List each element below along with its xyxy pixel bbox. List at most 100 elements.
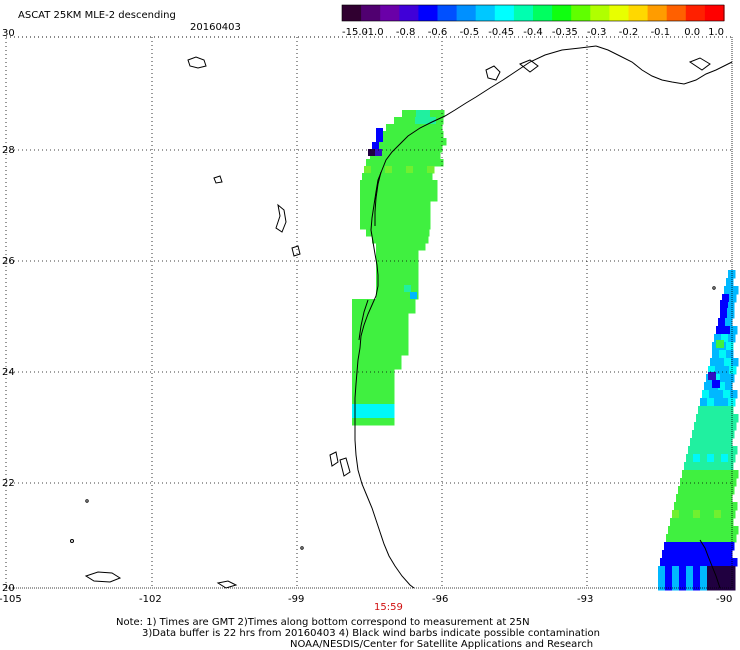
swath-cell [376,271,384,279]
color-scale-swatch [533,5,553,21]
swath-cell [359,306,367,314]
swath-cell [730,502,738,511]
swath-cell [380,327,388,335]
swath-cell [714,334,722,343]
swath-cell [724,526,732,535]
swath-cell [722,366,730,375]
swath-cell [416,110,424,118]
swath-cell [689,470,697,479]
swath-cell [425,138,433,146]
swath-cell [373,299,381,307]
color-scale-swatch [494,5,515,21]
swath-cell [380,369,388,377]
swath-cell [360,187,368,195]
swath-cell [712,342,720,351]
swath-cell [366,362,374,370]
swath-cell [708,366,716,375]
swath-cell [380,376,388,384]
swath-cell [395,194,403,202]
swath-cell [710,470,718,479]
swath-cell [409,187,417,195]
swath-cell [373,383,381,391]
swath-cell [687,534,695,543]
swath-cell [729,422,737,431]
color-scale-swatch [399,5,419,21]
swath-cell [388,215,396,223]
swath-cell [725,438,733,447]
swath-cell [380,159,388,167]
swath-cell [366,320,374,328]
swath-cell [714,398,722,407]
swath-cell [402,110,410,118]
swath-cell [360,180,368,188]
swath-cell [373,355,381,363]
swath-cell [423,110,431,118]
swath-cell [425,173,433,181]
swath-cell [430,110,438,118]
swath-cell [721,566,729,575]
swath-cell [707,566,715,575]
swath-cell [373,306,381,314]
swath-cell [730,446,738,455]
inland-lake-6 [216,580,238,589]
swath-cell [387,131,395,139]
swath-cell [423,215,431,223]
coastline-louisiana [595,45,733,85]
color-scale-swatch [380,5,400,21]
swath-cell [710,526,718,535]
swath-cell [397,257,405,265]
swath-cell [360,222,368,230]
swath-cell [687,478,695,487]
color-scale-tick-label: -0.4 [523,27,543,38]
swath-cell [435,124,443,132]
swath-cell [694,534,702,543]
swath-cell [707,582,715,591]
swath-cell [388,180,396,188]
swath-cell [372,236,380,244]
inland-lake-3 [275,203,287,233]
swath-cell [700,582,708,591]
swath-cell [715,534,723,543]
swath-cell [436,131,444,139]
swath-cell [719,518,727,527]
swath-cell [360,208,368,216]
color-scale-swatch [342,5,362,21]
swath-cell [352,376,360,384]
swath-cell [397,243,405,251]
swath-cell [395,222,403,230]
swath-cell [415,229,423,237]
swath-cell [397,278,405,286]
swath-cell [404,271,412,279]
swath-cell [387,411,395,419]
swath-cell [664,542,672,551]
swath-cell [723,502,731,511]
swath-cell [714,566,722,575]
swath-cell [722,294,730,303]
lat-label-28: 28 [2,145,15,156]
swath-cell [719,406,727,415]
swath-cell [430,194,438,202]
swath-cell [359,355,367,363]
swath-cell [359,418,367,426]
swath-cell [394,320,402,328]
swath-cell [408,131,416,139]
swath-cell [367,180,375,188]
swath-cell [375,149,382,156]
island-dot-1 [85,499,89,503]
swath-cell [380,362,388,370]
swath-cell [430,187,438,195]
color-scale-tick-label: -0.1 [651,27,671,38]
swath-cell [688,502,696,511]
swath-cell [371,166,379,174]
swath-cell [706,430,714,439]
swath-cell [713,374,721,383]
swath-cell [728,566,736,575]
swath-cell [359,299,367,307]
swath-cell [716,502,724,511]
swath-cell [397,250,405,258]
swath-cell [709,446,717,455]
swath-cell [400,236,408,244]
swath-cell [388,194,396,202]
swath-cell [408,117,416,125]
color-scale-swatch [704,5,725,21]
